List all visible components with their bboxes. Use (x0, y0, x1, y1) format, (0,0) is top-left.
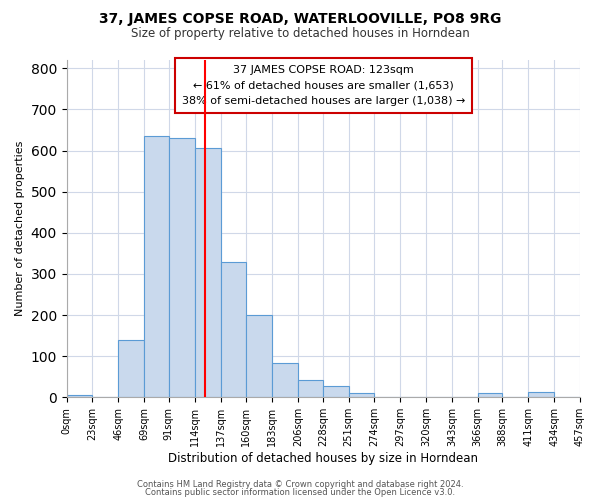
Bar (478, 393, 502, 398)
Bar (247, 315, 272, 398)
Bar (169, 138, 195, 398)
Bar (272, 363, 298, 398)
Bar (323, 386, 349, 398)
Bar (298, 380, 323, 398)
Text: 37 JAMES COPSE ROAD: 123sqm
← 61% of detached houses are smaller (1,653)
38% of : 37 JAMES COPSE ROAD: 123sqm ← 61% of det… (182, 65, 465, 106)
Text: Contains public sector information licensed under the Open Licence v3.0.: Contains public sector information licen… (145, 488, 455, 497)
Bar (349, 393, 374, 398)
X-axis label: Distribution of detached houses by size in Horndean: Distribution of detached houses by size … (169, 452, 478, 465)
Text: Size of property relative to detached houses in Horndean: Size of property relative to detached ho… (131, 28, 469, 40)
Bar (67, 396, 92, 398)
Text: Contains HM Land Registry data © Crown copyright and database right 2024.: Contains HM Land Registry data © Crown c… (137, 480, 463, 489)
Bar (529, 392, 554, 398)
Y-axis label: Number of detached properties: Number of detached properties (15, 141, 25, 316)
Bar (195, 148, 221, 398)
Bar (221, 262, 247, 398)
Text: 37, JAMES COPSE ROAD, WATERLOOVILLE, PO8 9RG: 37, JAMES COPSE ROAD, WATERLOOVILLE, PO8… (99, 12, 501, 26)
Bar (144, 136, 169, 398)
Bar (118, 340, 144, 398)
